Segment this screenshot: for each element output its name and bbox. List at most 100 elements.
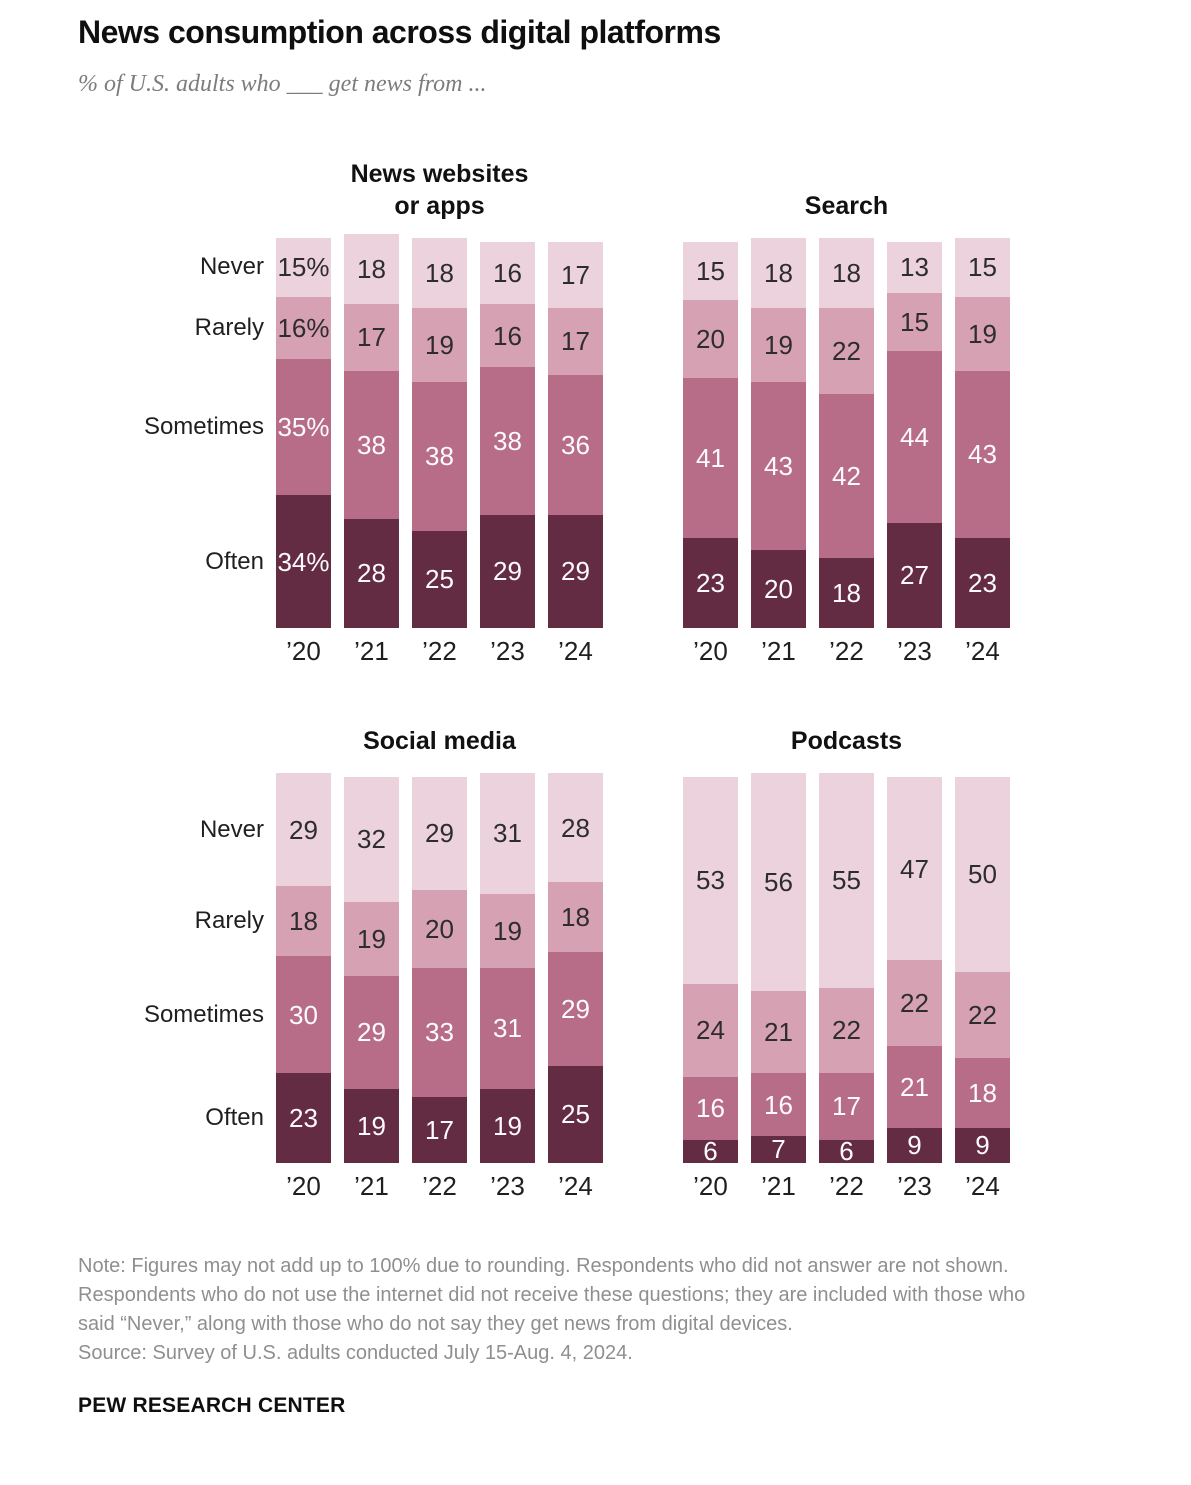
axis-social-media: ’20 ’21 ’22 ’23 ’24 <box>276 1171 603 1202</box>
bar-social-media-21: 32 19 29 19 <box>344 776 399 1163</box>
value-label-often: 25 <box>425 564 454 595</box>
axis-year-label: ’22 <box>422 1171 457 1201</box>
plot-podcasts: 53 24 16 6 56 21 16 7 55 22 17 6 47 22 21 9 50 22 18 9 <box>683 769 1010 1167</box>
bar-podcasts-23: 47 22 21 9 <box>887 776 942 1163</box>
axis-year-label: ’24 <box>558 636 593 666</box>
segment-sometimes: 17 <box>819 1073 874 1140</box>
segment-never: 18 <box>751 238 806 309</box>
footnote: Note: Figures may not add up to 100% due… <box>78 1255 1026 1335</box>
bar-news-websites-or-apps-22: 18 19 38 25 <box>412 238 467 628</box>
segment-rarely: 24 <box>683 983 738 1078</box>
segment-often: 25 <box>548 1065 603 1163</box>
row-labels-social-media: Never Rarely Sometimes Often <box>131 769 264 1163</box>
segment-sometimes: 16 <box>751 1073 806 1136</box>
segment-rarely: 22 <box>887 960 942 1047</box>
value-label-never: 18 <box>764 258 793 289</box>
chart-title-line: Search <box>804 191 889 220</box>
axis-year-label: ’22 <box>829 1171 864 1201</box>
page-subtitle: % of U.S. adults who ___ get news from .… <box>78 71 487 97</box>
segment-often: 18 <box>819 557 874 628</box>
value-label-rarely: 22 <box>968 999 997 1030</box>
value-label-never: 18 <box>357 254 386 285</box>
axis-year-label: ’24 <box>965 636 1000 666</box>
segment-never: 55 <box>819 773 874 988</box>
chart-title-line: News websites <box>350 160 529 188</box>
bar-search-23: 13 15 44 27 <box>887 241 942 628</box>
bar-podcasts-20: 53 24 16 6 <box>683 776 738 1167</box>
segment-often: 25 <box>412 530 467 628</box>
bar-social-media-20: 29 18 30 23 <box>276 773 331 1163</box>
segment-often: 6 <box>683 1136 738 1167</box>
chart-title-line: or apps <box>394 191 485 220</box>
value-label-often: 29 <box>561 556 590 587</box>
value-label-sometimes: 38 <box>357 429 386 460</box>
chart-title-search: Search <box>683 156 1010 222</box>
segment-never: 32 <box>344 776 399 902</box>
chart-news-websites-or-apps: News websites or apps Never Rarely Sometimes… <box>131 156 603 667</box>
segment-often: 23 <box>276 1073 331 1163</box>
row-label-never: Never <box>199 815 264 843</box>
row-label-often: Often <box>205 1104 264 1132</box>
charts-row-bottom: Social media Never Rarely Sometimes Often 29 1… <box>131 723 1113 1202</box>
segment-never: 16 <box>480 241 535 305</box>
row-label-sometimes: Sometimes <box>143 413 264 441</box>
chart-podcasts: Podcasts 53 24 16 6 56 21 16 7 55 22 17 6 47 22 21 9 50 22… <box>683 723 1010 1202</box>
value-label-sometimes: 29 <box>561 993 590 1024</box>
segment-rarely: 22 <box>819 308 874 395</box>
segment-often: 6 <box>819 1138 874 1164</box>
segment-sometimes: 18 <box>955 1057 1010 1128</box>
value-label-rarely: 18 <box>561 902 590 933</box>
value-label-sometimes: 17 <box>832 1091 861 1122</box>
segment-never: 28 <box>548 773 603 883</box>
value-label-often: 23 <box>289 1103 318 1134</box>
segment-often: 19 <box>480 1088 535 1163</box>
segment-never: 15 <box>683 241 738 301</box>
axis-year-label: ’20 <box>693 1171 728 1201</box>
segment-rarely: 20 <box>412 890 467 969</box>
bar-search-22: 18 22 42 18 <box>819 238 874 628</box>
axis-search: ’20 ’21 ’22 ’23 ’24 <box>683 636 1010 667</box>
footer: Note: Figures may not add up to 100% due… <box>78 1252 1113 1418</box>
value-label-never: 47 <box>900 853 929 884</box>
value-label-never: 15% <box>277 252 330 283</box>
value-label-rarely: 17 <box>357 322 386 353</box>
bar-news-websites-or-apps-24: 17 17 36 29 <box>548 241 603 628</box>
segment-rarely: 22 <box>955 971 1010 1058</box>
segment-never: 15 <box>955 238 1010 297</box>
segment-rarely: 18 <box>548 882 603 953</box>
value-label-sometimes: 36 <box>561 429 590 460</box>
segment-rarely: 21 <box>751 991 806 1074</box>
segment-rarely: 17 <box>344 304 399 371</box>
segment-sometimes: 38 <box>412 382 467 531</box>
segment-often: 23 <box>683 538 738 628</box>
chart-title-podcasts: Podcasts <box>683 723 1010 757</box>
axis-year-label: ’24 <box>965 1171 1000 1201</box>
segment-sometimes: 21 <box>887 1046 942 1128</box>
segment-sometimes: 35% <box>276 358 331 496</box>
segment-never: 56 <box>751 773 806 992</box>
axis-year-label: ’22 <box>829 636 864 666</box>
chart-search: Search 15 20 41 23 18 19 43 20 18 22 42 18 13 15 44 27 15… <box>683 156 1010 667</box>
segment-often: 7 <box>751 1135 806 1163</box>
chart-title-line: Social media <box>363 726 516 755</box>
value-label-sometimes: 43 <box>968 439 997 470</box>
value-label-often: 6 <box>703 1136 718 1167</box>
value-label-rarely: 24 <box>696 1015 725 1046</box>
segment-sometimes: 36 <box>548 374 603 515</box>
segment-sometimes: 38 <box>480 366 535 515</box>
bar-social-media-22: 29 20 33 17 <box>412 776 467 1163</box>
segment-rarely: 20 <box>683 300 738 379</box>
value-label-never: 18 <box>425 258 454 289</box>
value-label-never: 32 <box>357 824 386 855</box>
value-label-often: 19 <box>357 1110 386 1141</box>
value-label-rarely: 20 <box>696 324 725 355</box>
segment-rarely: 16% <box>276 296 331 359</box>
segment-rarely: 19 <box>412 308 467 383</box>
bar-search-20: 15 20 41 23 <box>683 241 738 628</box>
value-label-often: 34% <box>277 546 330 577</box>
segment-rarely: 16 <box>480 304 535 367</box>
value-label-often: 17 <box>425 1114 454 1145</box>
segment-rarely: 19 <box>480 893 535 969</box>
bar-social-media-24: 28 18 29 25 <box>548 773 603 1163</box>
segment-rarely: 15 <box>887 292 942 352</box>
